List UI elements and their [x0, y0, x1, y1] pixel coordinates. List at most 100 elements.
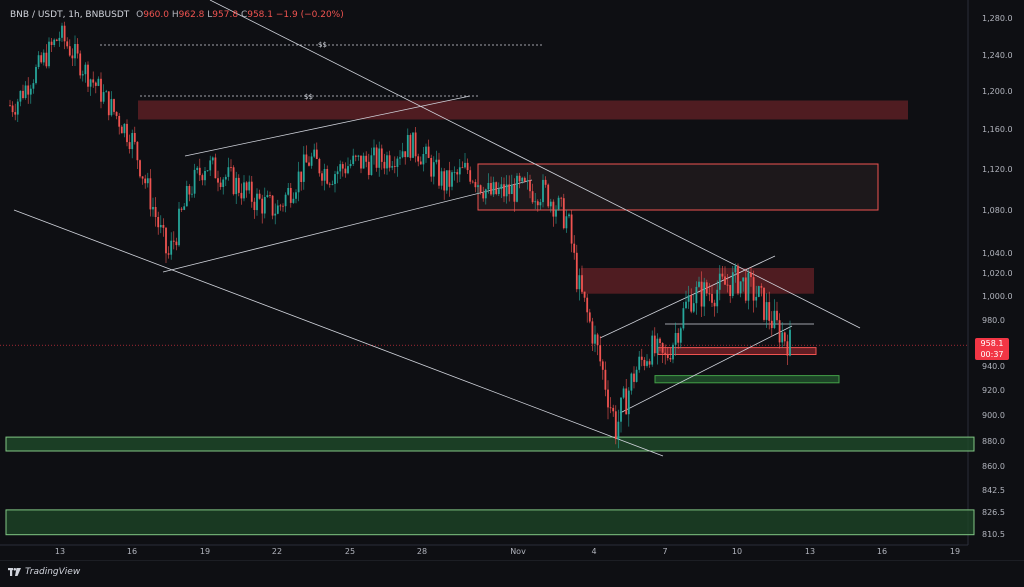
candle-body	[206, 170, 209, 172]
candle-body	[708, 293, 711, 295]
candle-body	[354, 155, 357, 157]
candle-body	[11, 105, 14, 113]
candle-body	[755, 296, 758, 301]
candle-body	[666, 354, 669, 358]
candle-body	[253, 201, 256, 210]
candle-body	[661, 343, 664, 353]
candle-body	[406, 135, 409, 158]
time-tick-label: 10	[732, 547, 742, 556]
price-tick-label: 1,120.0	[982, 165, 1013, 174]
last-price-tag: 958.1 00:37	[975, 338, 1009, 360]
candle-body	[625, 388, 628, 415]
candle-body	[510, 184, 513, 194]
candle-body	[71, 55, 74, 59]
candle-body	[204, 171, 206, 181]
candle-body	[651, 335, 654, 365]
tradingview-brand[interactable]: TradingView	[8, 567, 80, 577]
candle-body	[76, 44, 79, 54]
annotation-dollar-mid: $$	[304, 93, 313, 101]
candle-body	[24, 85, 27, 98]
price-tick-label: 940.0	[982, 362, 1005, 371]
candle-body	[250, 181, 253, 202]
price-axis[interactable]: 1,280.0 1,240.0 1,200.0 1,160.0 1,120.0 1,080…	[982, 14, 1013, 539]
candle-body	[276, 205, 279, 214]
candle-body	[430, 158, 433, 177]
symbol-label[interactable]: BNB / USDT, 1h, BNBUSDT	[10, 10, 130, 20]
price-tick-label: 1,200.0	[982, 87, 1013, 96]
candle-body	[646, 361, 648, 366]
candle-body	[739, 281, 742, 294]
candle-body	[643, 359, 646, 366]
demand-zone[interactable]	[5, 436, 975, 452]
supply-zone[interactable]	[581, 268, 814, 294]
candle-body	[336, 171, 339, 175]
rising-channel-upper[interactable]	[599, 255, 776, 339]
candle-body	[617, 421, 620, 439]
candle-body	[432, 162, 435, 177]
candle-body	[55, 39, 58, 41]
candle-body	[612, 407, 615, 412]
candle-body	[474, 182, 477, 188]
candle-body	[48, 41, 50, 67]
candle-body	[107, 91, 110, 116]
change-value: −1.9 (−0.20%)	[275, 10, 344, 20]
candle-body	[607, 389, 609, 408]
candle-body	[352, 155, 355, 164]
demand-zone[interactable]	[5, 509, 975, 536]
candle-body	[282, 205, 284, 207]
candle-body	[490, 183, 492, 195]
candle-body	[578, 275, 581, 290]
candle-body	[84, 64, 87, 75]
candle-body	[328, 183, 331, 185]
candle-body	[396, 158, 399, 167]
time-axis[interactable]: 13 16 19 22 25 28 Nov 4 7 10 13 16 19	[55, 547, 960, 556]
candle-body	[581, 275, 583, 292]
candle-body	[568, 214, 570, 217]
candle-body	[175, 241, 178, 246]
candle-body	[22, 90, 24, 98]
supply-zone[interactable]	[477, 163, 879, 211]
candle-body	[261, 198, 264, 214]
candle-body	[237, 177, 240, 193]
price-tick-label: 900.0	[982, 411, 1005, 420]
candle-body	[503, 184, 505, 197]
candle-body	[713, 302, 716, 307]
rising-channel-lower[interactable]	[619, 325, 793, 414]
candle-body	[750, 272, 752, 278]
channel-upper[interactable]	[184, 95, 471, 157]
candle-body	[500, 184, 503, 190]
candle-body	[521, 177, 524, 182]
symbol-legend[interactable]: BNB / USDT, 1h, BNBUSDT O960.0 H962.8 L9…	[10, 10, 344, 20]
candle-body	[162, 225, 165, 228]
candle-body	[742, 277, 745, 282]
demand-zone[interactable]	[654, 375, 840, 384]
candle-body	[492, 182, 495, 195]
candle-body	[633, 373, 635, 382]
candle-body	[443, 171, 446, 191]
channel-lower[interactable]	[162, 179, 533, 273]
candle-body	[341, 164, 344, 169]
candle-body	[614, 411, 617, 440]
chart-canvas[interactable]: 1,280.0 1,240.0 1,200.0 1,160.0 1,120.0 1,080…	[0, 0, 1024, 560]
candle-body	[586, 297, 589, 313]
candle-body	[16, 101, 19, 115]
candle-body	[536, 201, 539, 206]
candle-body	[279, 205, 282, 207]
candle-body	[620, 397, 622, 422]
candle-body	[760, 286, 763, 288]
candle-body	[685, 301, 687, 309]
candle-body	[50, 41, 53, 45]
candle-body	[531, 191, 534, 203]
candle-body	[63, 25, 66, 42]
candle-body	[648, 361, 651, 365]
candle-body	[731, 272, 734, 296]
trendline-descending-lower[interactable]	[13, 209, 664, 457]
candle-body	[638, 356, 641, 370]
candle-body	[562, 198, 565, 229]
candle-body	[575, 252, 578, 290]
supply-zone[interactable]	[138, 100, 908, 120]
time-tick-label: 4	[591, 547, 596, 556]
candle-body	[789, 329, 791, 356]
candle-body	[601, 361, 604, 370]
candle-body	[40, 55, 43, 63]
